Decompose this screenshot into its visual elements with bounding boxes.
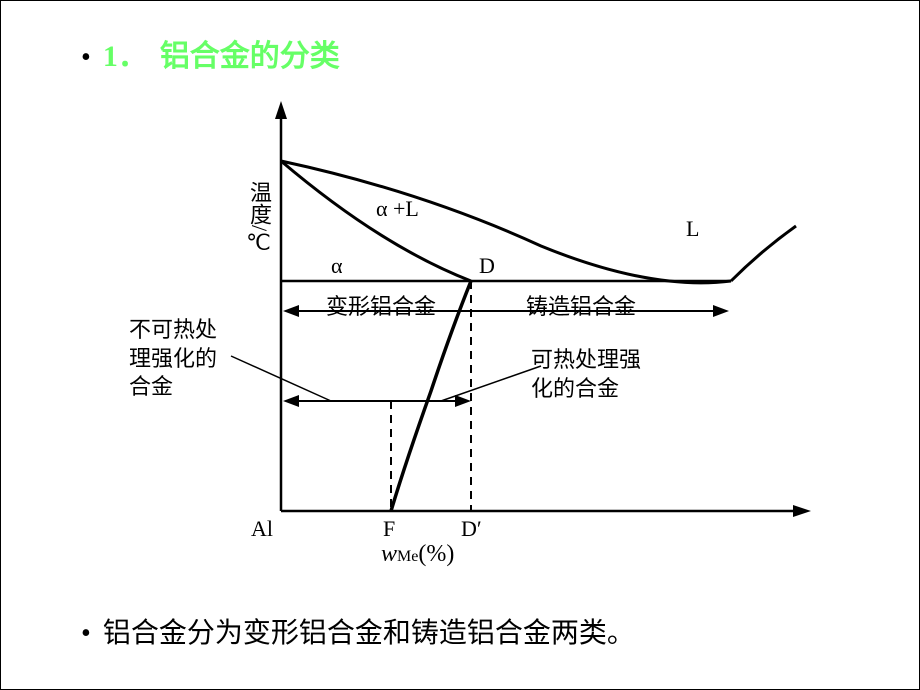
region-alpha-L: α +L (376, 196, 419, 222)
label-deform: 变形铝合金 (326, 289, 436, 321)
x-label-main: w (381, 541, 397, 567)
y-axis-arrow (275, 101, 287, 119)
title-bullet: • (81, 42, 91, 74)
title-text: 铝合金的分类 (160, 31, 340, 75)
point-D: D (479, 253, 495, 279)
label-cast: 铸造铝合金 (526, 289, 636, 321)
heat-arrow-head (455, 395, 471, 407)
label-heat: 可热处理强 化的合金 (531, 346, 641, 403)
liquidus-curve (281, 161, 731, 283)
x-axis-label: wMe(%) (381, 541, 454, 568)
label-heat-text: 可热处理强 化的合金 (531, 347, 641, 401)
region-L: L (686, 216, 699, 242)
x-axis-arrow (793, 505, 811, 517)
bottom-bullet: • (81, 618, 91, 650)
title-row: • 1． 铝合金的分类 (81, 31, 340, 75)
bottom-row: • 铝合金分为变形铝合金和铸造铝合金两类。 (81, 611, 635, 651)
title-number: 1． (103, 31, 148, 75)
label-no-heat: 不可热处 理强化的 合金 (129, 316, 217, 402)
l-boundary (731, 226, 796, 281)
phase-diagram: 温度/℃ α +L α L D 变形铝合金 铸造铝合金 不可热处 理强化的 合金… (121, 91, 821, 561)
cast-arrow-head (713, 305, 729, 317)
deform-arrow-head (283, 305, 299, 317)
y-axis-label: 温度/℃ (243, 181, 275, 256)
region-alpha: α (331, 253, 343, 279)
point-D-prime: D′ (461, 516, 482, 542)
heat-leader (441, 366, 541, 401)
label-no-heat-text: 不可热处 理强化的 合金 (129, 317, 217, 399)
x-label-sub: Me (397, 548, 418, 565)
noheat-arrow-head (283, 395, 299, 407)
point-Al: Al (251, 516, 273, 542)
point-F: F (383, 516, 395, 542)
diagram-svg (121, 91, 821, 561)
bottom-text: 铝合金分为变形铝合金和铸造铝合金两类。 (103, 611, 635, 651)
x-label-unit: (%) (418, 541, 454, 567)
